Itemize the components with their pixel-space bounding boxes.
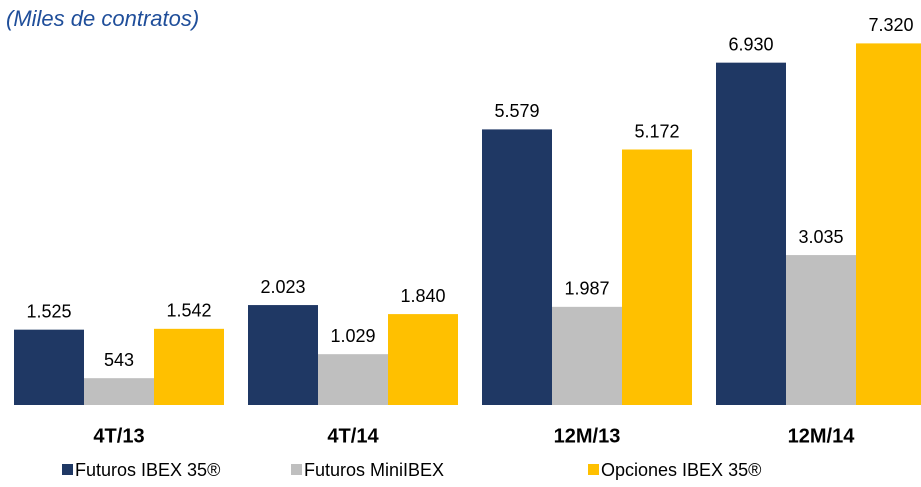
x-tick-label: 12M/13 (554, 425, 621, 447)
value-label: 2.023 (260, 277, 305, 297)
bar (154, 328, 224, 405)
value-label: 7.320 (868, 15, 913, 35)
bar (388, 314, 458, 405)
value-label: 543 (104, 350, 134, 370)
value-label: 6.930 (728, 34, 773, 54)
value-label: 3.035 (798, 227, 843, 247)
legend-label: Futuros MiniIBEX (304, 460, 444, 480)
bar (318, 354, 388, 405)
bar (14, 329, 84, 405)
bar (552, 306, 622, 405)
value-label: 1.029 (330, 326, 375, 346)
legend-marker (291, 464, 302, 475)
bar (856, 43, 921, 405)
bar (716, 62, 786, 406)
x-tick-label: 12M/14 (788, 425, 856, 447)
value-label: 5.172 (634, 121, 679, 141)
x-tick-label: 4T/14 (327, 425, 379, 447)
bar (786, 255, 856, 405)
legend-marker (588, 464, 599, 475)
x-tick-label: 4T/13 (93, 425, 144, 447)
legend-label: Opciones IBEX 35® (601, 460, 761, 480)
legend-label: Futuros IBEX 35® (75, 460, 220, 480)
bar (84, 378, 154, 405)
value-label: 1.542 (166, 301, 211, 321)
legend-marker (62, 464, 73, 475)
value-label: 5.579 (494, 101, 539, 121)
chart-title: (Miles de contratos) (6, 6, 199, 31)
value-label: 1.840 (400, 286, 445, 306)
value-label: 1.525 (26, 301, 71, 321)
bar (482, 129, 552, 405)
value-label: 1.987 (564, 279, 609, 299)
bar (248, 305, 318, 405)
bar (622, 149, 692, 405)
